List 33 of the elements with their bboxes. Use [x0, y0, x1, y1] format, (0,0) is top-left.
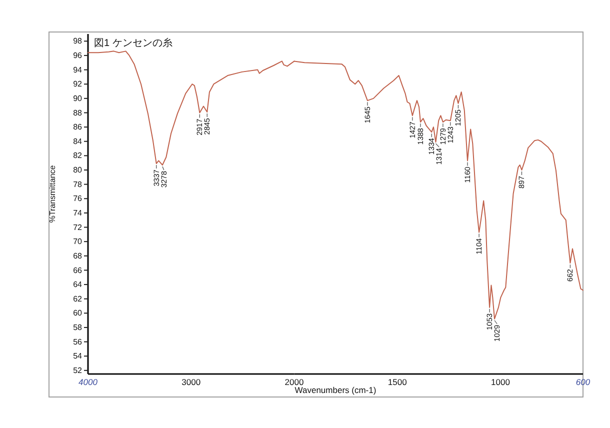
y-tick-label: 88 — [73, 108, 83, 118]
x-tick-label: 3000 — [182, 377, 201, 388]
chart-title: 図1 ケンセンの糸 — [94, 37, 172, 49]
x-axis-title: Wavenumbers (cm-1) — [294, 385, 376, 395]
x-tick-label: 1000 — [491, 377, 510, 388]
y-tick-label: 56 — [73, 337, 83, 346]
y-tick-label: 72 — [73, 222, 83, 232]
y-tick-label: 54 — [73, 352, 83, 361]
y-tick-label: 62 — [73, 294, 83, 304]
y-tick-label: 86 — [73, 122, 83, 132]
x-tick-label: 600 — [576, 377, 590, 388]
y-tick-label: 64 — [73, 280, 83, 290]
y-tick-label: 70 — [73, 237, 83, 246]
x-tick-label: 1500 — [388, 377, 408, 388]
y-tick-label: 52 — [73, 366, 83, 375]
y-tick-label: 94 — [73, 65, 83, 74]
y-tick-label: 90 — [73, 94, 83, 103]
x-tick-label: 2000 — [284, 377, 304, 388]
y-tick-label: 76 — [73, 194, 83, 204]
y-tick-label: 98 — [73, 36, 83, 46]
x-tick-label: 4000 — [78, 377, 98, 388]
y-tick-label: 82 — [73, 151, 83, 160]
y-tick-label: 84 — [73, 136, 83, 146]
y-axis-title: %Transmittance — [48, 164, 57, 223]
y-tick-label: 92 — [73, 80, 83, 89]
y-tick-label: 80 — [73, 166, 83, 175]
y-tick-label: 68 — [73, 251, 83, 260]
y-tick-label: 60 — [73, 308, 83, 318]
y-tick-label: 96 — [73, 51, 83, 60]
y-tick-label: 58 — [73, 323, 83, 332]
y-tick-label: 74 — [73, 208, 83, 218]
y-tick-label: 66 — [73, 266, 83, 275]
y-tick-label: 78 — [73, 180, 83, 189]
